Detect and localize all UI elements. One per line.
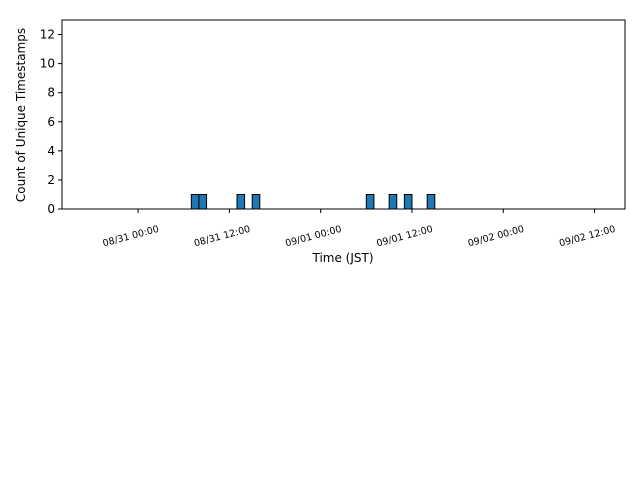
bar: [403, 193, 413, 209]
bar: [236, 193, 246, 209]
plot-frame: [61, 19, 626, 210]
y-tick-label: 12: [40, 28, 55, 42]
y-tick-label: 8: [47, 86, 55, 100]
x-axis-label: Time (JST): [311, 251, 373, 265]
bar: [251, 193, 261, 209]
bar: [426, 193, 436, 209]
y-axis-label: Count of Unique Timestamps: [14, 28, 28, 202]
x-tick-label: 08/31 12:00: [193, 224, 252, 250]
x-tick-label: 09/02 12:00: [558, 224, 617, 250]
x-tick-label: 09/01 00:00: [284, 224, 343, 250]
x-tick-label: 09/02 00:00: [467, 224, 526, 250]
bar: [190, 193, 200, 209]
y-tick-label: 6: [47, 115, 55, 129]
y-tick-label: 4: [47, 144, 55, 158]
y-tick-label: 10: [40, 57, 55, 71]
y-tick-label: 0: [47, 202, 55, 216]
x-tick-label: 08/31 00:00: [102, 224, 161, 250]
x-tick-label: 09/01 12:00: [375, 224, 434, 250]
bar: [388, 193, 398, 209]
bar: [365, 193, 375, 209]
y-tick-label: 2: [47, 173, 55, 187]
bar: [198, 193, 208, 209]
